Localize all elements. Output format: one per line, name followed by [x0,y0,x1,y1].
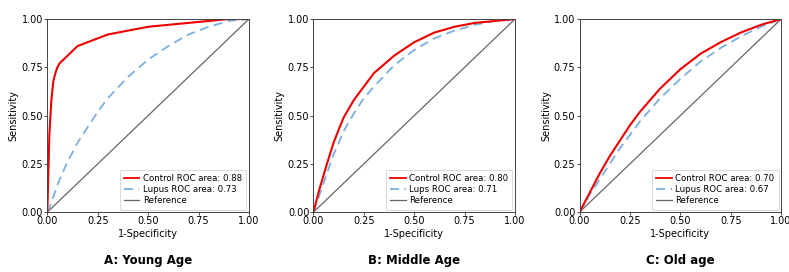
Legend: Control ROC area: 0.70, Lupus ROC area: 0.67, Reference: Control ROC area: 0.70, Lupus ROC area: … [652,170,779,210]
Y-axis label: Sensitivity: Sensitivity [9,90,19,141]
Text: B: Middle Age: B: Middle Age [368,254,460,267]
X-axis label: 1-Specificity: 1-Specificity [384,229,444,239]
Y-axis label: Sensitivity: Sensitivity [541,90,551,141]
Y-axis label: Sensitivity: Sensitivity [275,90,285,141]
Legend: Control ROC area: 0.80, Lups ROC area: 0.71, Reference: Control ROC area: 0.80, Lups ROC area: 0… [386,170,512,210]
Legend: Control ROC area: 0.88, Lupus ROC area: 0.73, Reference: Control ROC area: 0.88, Lupus ROC area: … [120,170,246,210]
X-axis label: 1-Specificity: 1-Specificity [650,229,710,239]
Text: A: Young Age: A: Young Age [104,254,193,267]
X-axis label: 1-Specificity: 1-Specificity [118,229,178,239]
Text: C: Old age: C: Old age [646,254,715,267]
